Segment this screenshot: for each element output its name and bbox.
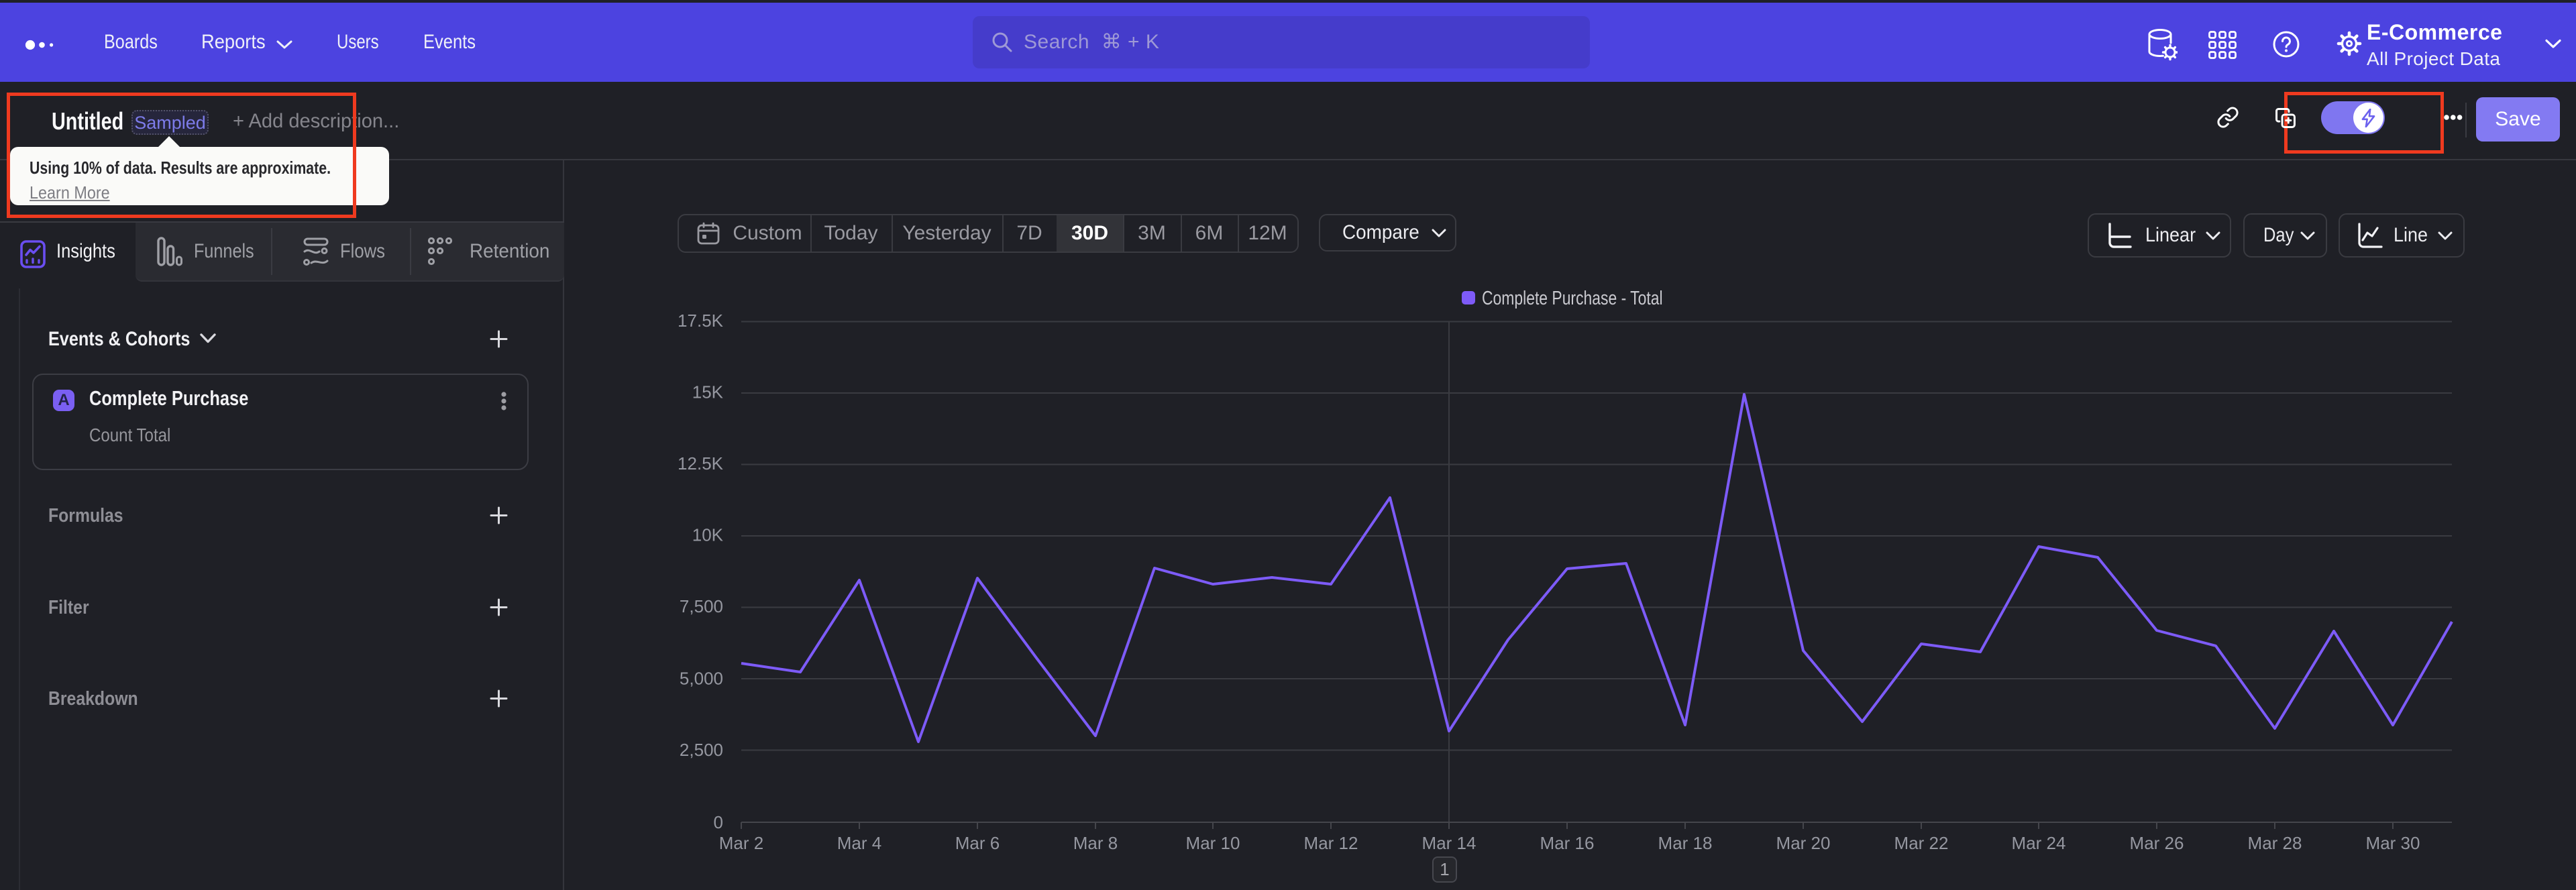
svg-text:Mar 16: Mar 16: [1540, 833, 1595, 853]
svg-text:17.5K: 17.5K: [678, 311, 724, 331]
svg-text:Mar 12: Mar 12: [1304, 833, 1358, 853]
svg-text:12.5K: 12.5K: [678, 453, 724, 474]
svg-text:Mar 6: Mar 6: [955, 833, 1000, 853]
svg-text:10K: 10K: [692, 525, 724, 545]
svg-text:7,500: 7,500: [680, 596, 723, 616]
svg-text:5,000: 5,000: [680, 669, 723, 689]
svg-text:Mar 22: Mar 22: [1894, 833, 1949, 853]
svg-text:Mar 2: Mar 2: [719, 833, 763, 853]
svg-text:0: 0: [714, 812, 723, 832]
svg-text:Mar 28: Mar 28: [2248, 833, 2302, 853]
svg-text:Mar 10: Mar 10: [1186, 833, 1240, 853]
svg-text:Mar 30: Mar 30: [2366, 833, 2420, 853]
svg-text:15K: 15K: [692, 382, 724, 402]
svg-text:Mar 18: Mar 18: [1658, 833, 1713, 853]
svg-text:Mar 20: Mar 20: [1776, 833, 1831, 853]
svg-text:Mar 4: Mar 4: [837, 833, 881, 853]
svg-text:Mar 26: Mar 26: [2130, 833, 2184, 853]
svg-text:2,500: 2,500: [680, 740, 723, 760]
svg-text:Mar 14: Mar 14: [1422, 833, 1477, 853]
svg-text:Mar 24: Mar 24: [2012, 833, 2066, 853]
svg-text:Mar 8: Mar 8: [1073, 833, 1118, 853]
